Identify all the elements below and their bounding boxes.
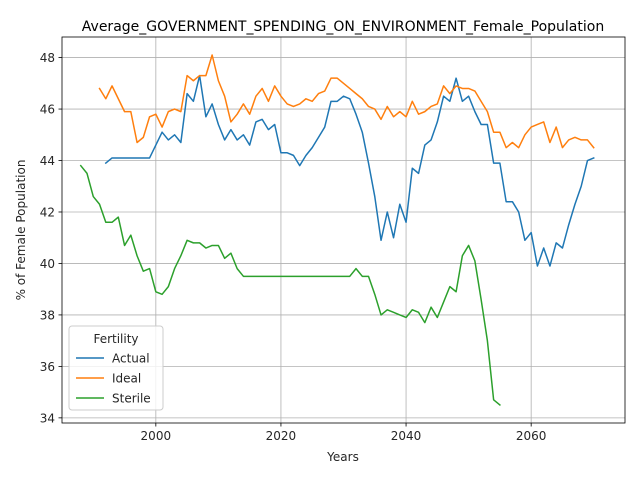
- x-tick-label: 2020: [266, 429, 297, 443]
- plot-frame: [61, 36, 626, 424]
- legend-title: Fertility: [93, 332, 138, 346]
- legend-label-ideal: Ideal: [112, 372, 141, 386]
- series-line-actual: [104, 74, 595, 267]
- series-line-ideal: [98, 54, 595, 149]
- y-tick-label: 34: [40, 411, 55, 425]
- x-tick-label: 2060: [516, 429, 547, 443]
- y-tick-label: 42: [40, 205, 55, 219]
- x-tick-label: 2040: [391, 429, 422, 443]
- legend-box: [68, 325, 164, 411]
- legend-label-sterile: Sterile: [112, 392, 151, 406]
- legend-label-actual: Actual: [112, 352, 150, 366]
- x-tick-label: 2000: [141, 429, 172, 443]
- x-axis-label: Years: [326, 450, 359, 464]
- axis-ticks: 2000 2020 2040 2060 34 36 38 40 42 44 46 48: [40, 51, 547, 443]
- legend: Fertility Actual Ideal Sterile: [68, 325, 164, 411]
- y-tick-label: 38: [40, 308, 55, 322]
- series-line-sterile: [79, 164, 501, 407]
- y-tick-label: 46: [40, 103, 55, 117]
- y-tick-label: 44: [40, 154, 55, 168]
- grid-lines: [62, 37, 625, 423]
- y-axis-label: % of Female Population: [14, 160, 28, 301]
- series-layer: [79, 54, 595, 407]
- chart-title: Average_GOVERNMENT_SPENDING_ON_ENVIRONME…: [82, 19, 604, 35]
- y-tick-label: 36: [40, 360, 55, 374]
- y-tick-label: 40: [40, 257, 55, 271]
- y-tick-label: 48: [40, 51, 55, 65]
- legend-items: Actual Ideal Sterile: [76, 352, 151, 406]
